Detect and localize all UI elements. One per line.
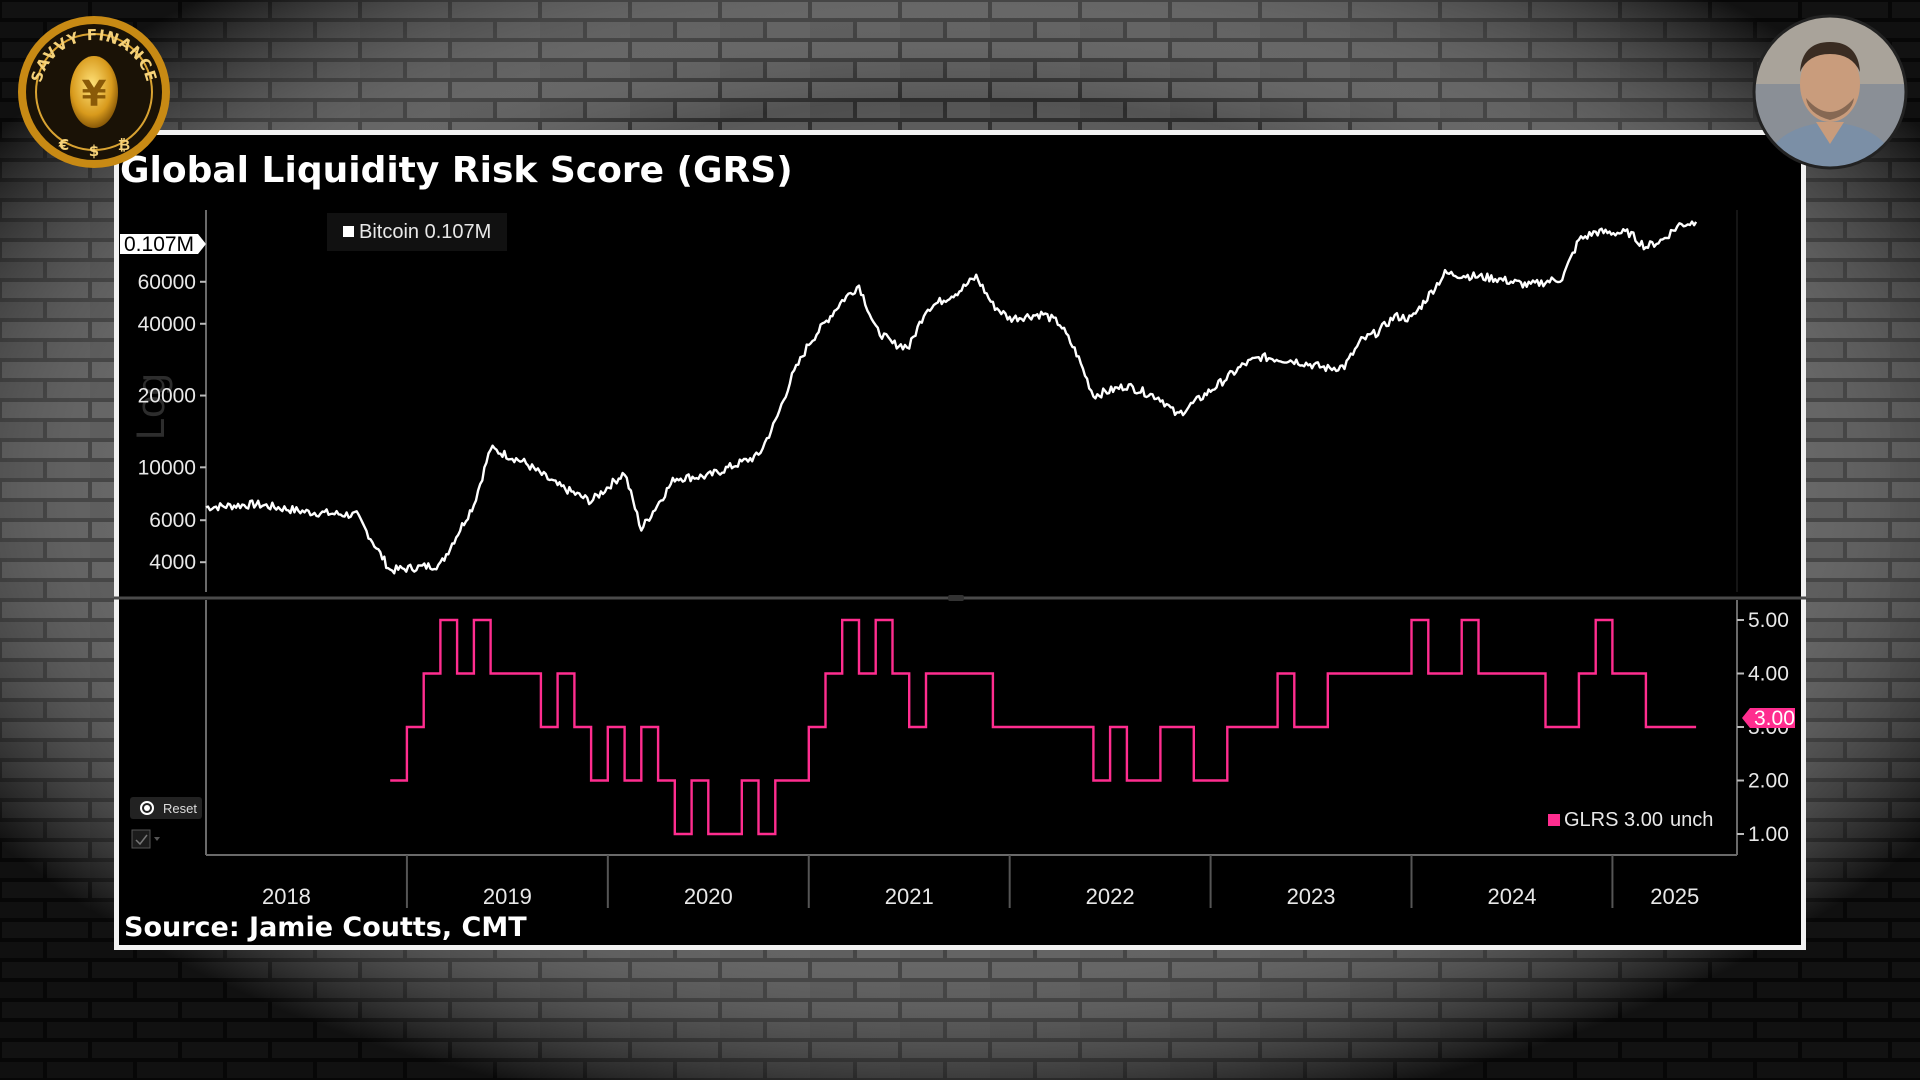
bitcoin-legend-label: Bitcoin 0.107M: [359, 221, 491, 243]
bottom-y-tick-label: 5.00: [1748, 609, 1789, 632]
chart-frame: [114, 130, 1806, 950]
y-scale-label: Log: [129, 373, 173, 440]
top-y-tick-label: 20000: [138, 385, 196, 408]
top-y-tick-label: 10000: [138, 456, 196, 479]
top-y-tick-label: 60000: [138, 271, 196, 294]
bitcoin-legend: Bitcoin 0.107M: [327, 213, 507, 251]
chart-title: Global Liquidity Risk Score (GRS): [120, 150, 793, 191]
savvy-finance-logo: ¥ SAVVY FINANCE € $ ₿: [18, 16, 170, 168]
x-year-label: 2018: [262, 884, 311, 909]
bitcoin-legend-swatch: [343, 226, 354, 237]
presenter-avatar: [1752, 14, 1908, 170]
svg-text:₿: ₿: [118, 136, 130, 154]
bottom-y-tick-label: 2.00: [1748, 770, 1789, 793]
svg-text:€: €: [58, 136, 69, 154]
source-caption: Source: Jamie Coutts, CMT: [124, 912, 527, 943]
top-y-tick-label: 6000: [149, 509, 196, 532]
top-y-tick-label: 4000: [149, 551, 196, 574]
x-year-label: 2022: [1086, 884, 1135, 909]
chevron-down-icon: [154, 837, 160, 841]
glrs-legend: GLRS 3.00 unch: [1548, 809, 1713, 831]
x-year-label: 2020: [684, 884, 733, 909]
x-year-label: 2023: [1287, 884, 1336, 909]
reset-label: Reset: [163, 801, 197, 816]
svg-text:$: $: [89, 142, 99, 160]
svg-text:¥: ¥: [81, 74, 106, 115]
bottom-y-tick-label: 4.00: [1748, 663, 1789, 686]
reset-button[interactable]: Reset: [130, 797, 202, 819]
bitcoin-panel: 60000 40000 20000 10000 6000 4000 0.107M Bitc…: [120, 210, 1738, 592]
bitcoin-last-value-tag: 0.107M: [120, 233, 206, 256]
glrs-last-value-tag: 3.00: [1742, 707, 1795, 730]
glrs-step-line: [390, 618, 1697, 836]
panel-resize-handle[interactable]: [948, 595, 964, 601]
x-year-label: 2024: [1487, 884, 1536, 909]
x-year-label: 2025: [1650, 884, 1699, 909]
glrs-panel: 5.004.003.002.001.00 3.00 GLRS 3.00 unch…: [130, 600, 1795, 856]
x-year-label: 2021: [885, 884, 934, 909]
glrs-legend-suffix: unch: [1670, 809, 1713, 831]
chart-canvas: Global Liquidity Risk Score (GRS) Log 60…: [114, 150, 1806, 943]
glrs-legend-swatch: [1548, 814, 1560, 826]
bitcoin-price-line: [205, 220, 1698, 575]
checkbox-menu-control[interactable]: [131, 829, 160, 849]
check-icon: [135, 834, 148, 846]
glrs-last-value: 3.00: [1754, 707, 1795, 730]
reset-radio-icon: [140, 801, 154, 815]
bitcoin-last-value: 0.107M: [124, 233, 194, 256]
top-y-tick-label: 40000: [138, 313, 196, 336]
bottom-y-tick-label: 1.00: [1748, 823, 1789, 846]
glrs-legend-label: GLRS 3.00: [1564, 809, 1663, 831]
x-year-label: 2019: [483, 884, 532, 909]
